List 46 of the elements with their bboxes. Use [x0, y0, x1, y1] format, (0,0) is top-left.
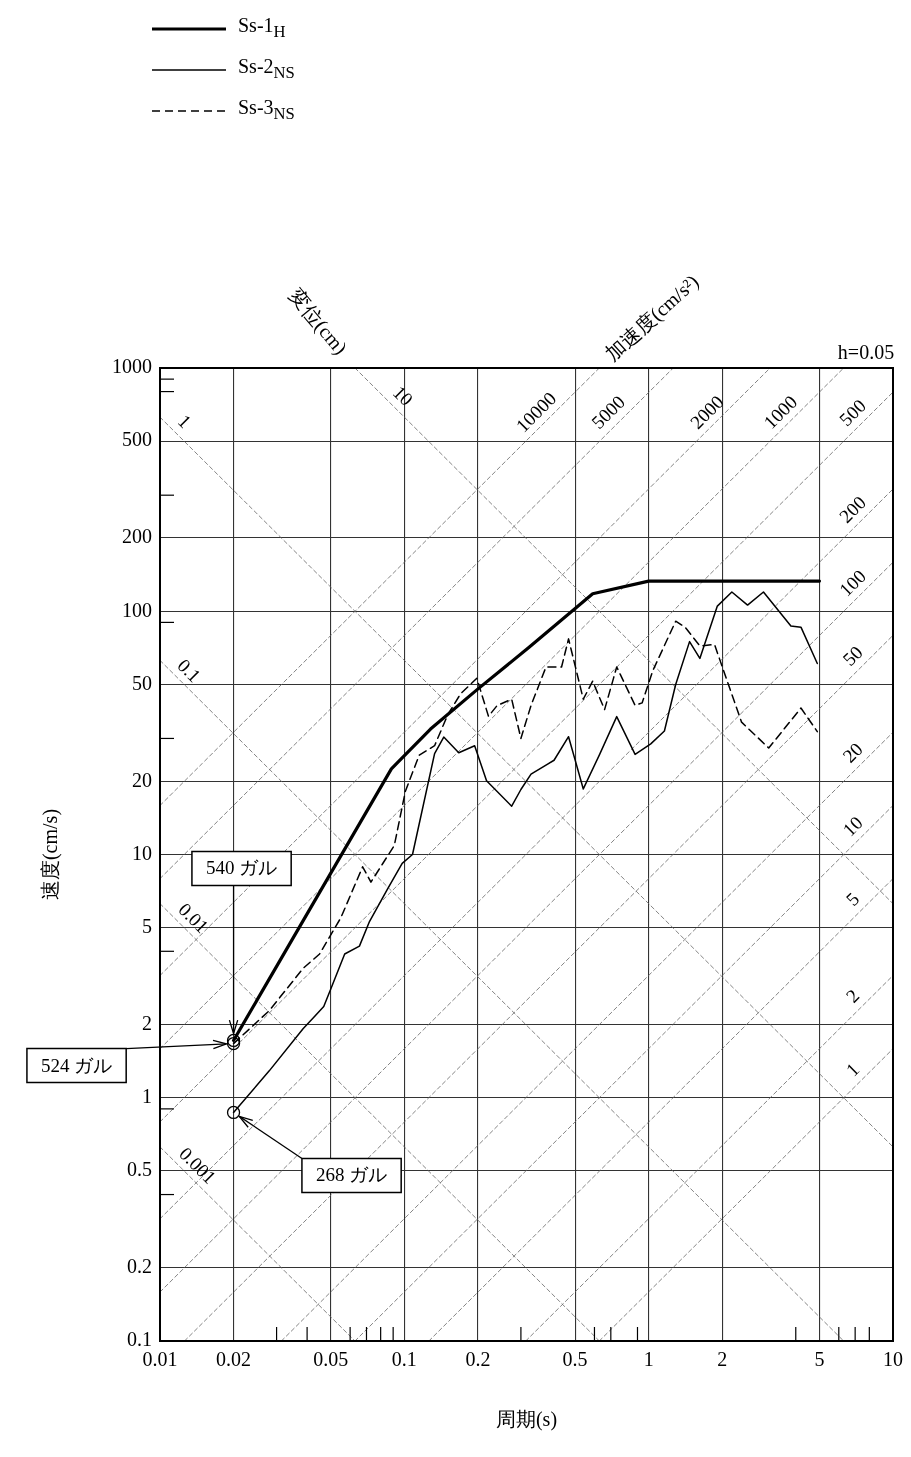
annotation: 20 [838, 738, 867, 767]
annotation: 100 [835, 565, 871, 601]
y-tick-label: 10 [132, 841, 152, 864]
annotation: 540 ガル [205, 857, 278, 879]
x-tick-label: 0.01 [142, 1348, 178, 1371]
text: 変位(cm) [283, 283, 353, 361]
y-tick-label: 2 [142, 1011, 152, 1034]
annotation: 1 [841, 1058, 864, 1081]
y-tick-label: 200 [122, 525, 152, 548]
y-tick-label: 1 [142, 1085, 152, 1107]
y-tick-label: 20 [132, 768, 152, 791]
legend-label: Ss-1$_{H}$ [238, 13, 286, 43]
annotation: 524 ガル [40, 1054, 113, 1076]
annotation: 500 [835, 395, 871, 431]
annotation: 0.01 [174, 898, 213, 937]
annotation: 2 [841, 984, 864, 1007]
x-tick-label: 0.2 [465, 1348, 491, 1371]
x-tick-label: 0.5 [562, 1348, 588, 1371]
annotation: 10 [388, 381, 418, 410]
y-tick-label: 500 [122, 428, 152, 451]
x-tick-label: 0.1 [391, 1348, 417, 1371]
y-tick-label: 1000 [112, 355, 152, 378]
annotation: 5 [841, 888, 864, 910]
y-tick-label: 0.1 [127, 1328, 152, 1351]
annotation: 0.1 [173, 654, 206, 687]
x-tick-label: 2 [717, 1348, 728, 1371]
x-tick-label: 0.02 [216, 1348, 252, 1371]
legend-label: Ss-3$_{NS}$ [238, 95, 295, 125]
y-axis-title: 速度(cm/s) [39, 808, 63, 901]
annotation: 50 [838, 641, 867, 670]
x-tick-label: 5 [814, 1348, 825, 1371]
x-axis-title: 周期(s) [495, 1408, 558, 1432]
annotation: 200 [835, 491, 871, 527]
annotation: 10 [838, 812, 867, 841]
legend-label: Ss-2$_{NS}$ [238, 54, 295, 84]
y-tick-label: 0.2 [127, 1255, 152, 1278]
annotation: 1 [173, 410, 196, 433]
y-tick-label: 100 [122, 598, 152, 621]
x-tick-label: 0.05 [313, 1348, 349, 1371]
y-tick-label: 50 [132, 671, 152, 694]
text: h=0.05 [837, 340, 895, 364]
y-tick-label: 5 [142, 914, 152, 937]
y-tick-label: 0.5 [127, 1158, 152, 1181]
annotation: 268 ガル [315, 1164, 388, 1186]
x-tick-label: 10 [883, 1348, 903, 1371]
x-tick-label: 1 [643, 1348, 654, 1371]
